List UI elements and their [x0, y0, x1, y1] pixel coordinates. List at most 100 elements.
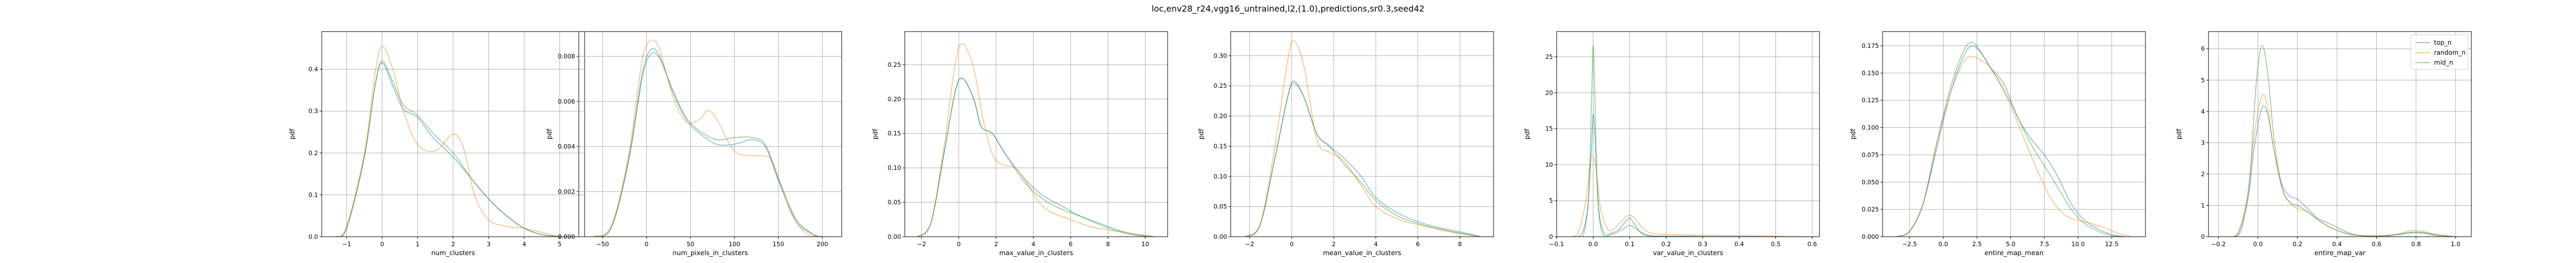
- y-tick-label: 0.150: [1862, 69, 1879, 77]
- y-tick-label: 0.0: [309, 233, 318, 240]
- x-tick-label: 10.0: [2071, 240, 2085, 248]
- x-axis-label: num_clusters: [431, 249, 475, 257]
- y-tick-label: 0.10: [887, 164, 901, 171]
- x-tick-label: 2: [451, 240, 455, 248]
- x-tick-label: 0.2: [1661, 240, 1671, 248]
- x-tick-label: −50: [596, 240, 609, 248]
- x-axis-label: entire_map_var: [2314, 249, 2366, 257]
- x-tick-label: 0.0: [2253, 240, 2263, 248]
- y-tick-label: 6: [2201, 45, 2205, 53]
- y-tick-label: 0.00: [1213, 233, 1227, 240]
- x-tick-label: 100: [729, 240, 740, 248]
- figure-title: loc,env28_r24,vgg16_untrained,l2,(1.0),p…: [1151, 4, 1424, 14]
- y-tick-label: 4: [2201, 108, 2205, 115]
- subplot-5: −0.1 0.0 0.1 0.2 0.3 0.4 0.5 0.6 0 5 10 15 20 25 var_v…: [1523, 31, 1820, 257]
- x-tick-label: 150: [773, 240, 784, 248]
- x-tick-label: 0.2: [2293, 240, 2302, 248]
- x-axis-label: num_pixels_in_clusters: [672, 249, 748, 257]
- y-tick-label: 0.05: [1213, 203, 1227, 210]
- subplot-3: −2 0 2 4 6 8 10 0.00 0.05 0.10 0.15 0.20 0.25 max_val…: [871, 31, 1168, 257]
- subplot-6: −2.5 0.0 2.5 5.0 7.5 10.0 12.5 0.000 0.025 0.050 0…: [1849, 31, 2146, 257]
- y-tick-label: 0.20: [887, 95, 901, 103]
- series-line-mid_n: [2234, 45, 2456, 237]
- y-tick-label: 0.20: [1213, 113, 1227, 120]
- y-axis-label: pdf: [2175, 128, 2183, 139]
- x-tick-label: 10: [1141, 240, 1149, 248]
- x-tick-label: 3: [487, 240, 490, 248]
- series-group: [1571, 45, 1813, 237]
- legend-label-mid_n: mid_n: [2434, 59, 2453, 66]
- legend-box: [2410, 34, 2468, 70]
- y-tick-label: 0.004: [558, 143, 575, 150]
- x-axis-label: entire_map_mean: [1985, 249, 2043, 257]
- y-tick-label: 20: [1545, 89, 1553, 96]
- y-tick-label: 0.006: [558, 98, 575, 105]
- y-tick-label: 10: [1545, 161, 1553, 168]
- y-tick-label: 0.025: [1862, 206, 1879, 213]
- series-line-random_n: [917, 43, 1155, 237]
- y-tick-label: 0.075: [1862, 151, 1879, 158]
- y-tick-label: 0.25: [887, 61, 901, 68]
- x-tick-label: −0.2: [2211, 240, 2226, 248]
- subplot-panels: −1 0 1 2 3 4 50.00.10.20.30.4num_clusterspdf−5…: [288, 31, 2472, 257]
- series-group: [917, 43, 1155, 237]
- y-tick-label: 0.175: [1862, 42, 1879, 49]
- series-line-mid_n: [594, 52, 823, 237]
- y-tick-label: 3: [2201, 139, 2205, 146]
- y-tick-label: 0.000: [558, 233, 575, 240]
- y-tick-label: 0.25: [1213, 82, 1227, 89]
- x-tick-label: 0.5: [1771, 240, 1781, 248]
- x-tick-label: 50: [687, 240, 694, 248]
- x-tick-label: 0.0: [1588, 240, 1598, 248]
- y-axis-label: pdf: [1197, 128, 1205, 139]
- y-tick-label: 0.15: [1213, 143, 1227, 150]
- series-group: [1245, 40, 1481, 237]
- x-tick-label: 5.0: [2006, 240, 2015, 248]
- series-group: [2228, 45, 2456, 237]
- y-axis-label: pdf: [545, 128, 553, 139]
- x-tick-label: 0: [645, 240, 648, 248]
- x-tick-label: −2.5: [1902, 240, 1917, 248]
- y-tick-label: 1: [2201, 201, 2205, 209]
- x-tick-label: 1.0: [2451, 240, 2460, 248]
- x-tick-label: 6: [1069, 240, 1072, 248]
- x-tick-label: 0: [1290, 240, 1293, 248]
- x-axis-label: var_value_in_clusters: [1653, 249, 1723, 257]
- x-axis-label: max_value_in_clusters: [999, 249, 1074, 257]
- x-tick-label: 12.5: [2105, 240, 2119, 248]
- x-tick-label: 0.4: [2332, 240, 2342, 248]
- y-tick-label: 0.100: [1862, 124, 1879, 132]
- series-line-top_n: [1896, 45, 2125, 237]
- y-tick-label: 0.00: [887, 233, 901, 240]
- y-tick-label: 5: [2201, 76, 2205, 84]
- x-tick-label: 0: [957, 240, 960, 248]
- x-tick-label: 0.1: [1625, 240, 1634, 248]
- series-line-top_n: [1575, 113, 1813, 237]
- x-tick-label: 0.3: [1698, 240, 1708, 248]
- series-line-mid_n: [1578, 45, 1703, 237]
- y-tick-label: 25: [1545, 53, 1553, 60]
- y-axis-label: pdf: [288, 128, 296, 139]
- y-tick-label: 0.1: [309, 191, 318, 198]
- x-tick-label: 4: [1374, 240, 1377, 248]
- series-line-mid_n: [1896, 42, 2125, 237]
- axes-frame: [2208, 31, 2472, 237]
- subplot-7: −0.2 0.0 0.2 0.4 0.6 0.8 1.0 0 1 2 3 4 5 6 entire_map_…: [2175, 31, 2472, 257]
- x-tick-label: 7.5: [2040, 240, 2049, 248]
- y-tick-label: 15: [1545, 125, 1553, 133]
- y-tick-label: 0.2: [309, 149, 318, 157]
- subplot-4: −2 0 2 4 6 8 0.00 0.05 0.10 0.15 0.20 0.25 0.30 mean_…: [1197, 31, 1494, 257]
- y-tick-label: 0.125: [1862, 97, 1879, 104]
- x-axis-label: mean_value_in_clusters: [1323, 249, 1402, 257]
- y-tick-label: 0.008: [558, 53, 575, 60]
- subplot-1: −1 0 1 2 3 4 5 0.0 0.1 0.2 0.3 0.4 num_clusters pdf: [288, 31, 585, 257]
- x-tick-label: 0.6: [1807, 240, 1817, 248]
- y-tick-label: 2: [2201, 170, 2205, 178]
- y-tick-label: 0: [1549, 233, 1553, 240]
- legend: top_n random_n mid_n: [2410, 34, 2468, 70]
- x-tick-label: 0.6: [2371, 240, 2381, 248]
- axes-frame: [904, 31, 1168, 237]
- x-tick-label: 5: [558, 240, 561, 248]
- x-tick-label: −2: [1245, 240, 1254, 248]
